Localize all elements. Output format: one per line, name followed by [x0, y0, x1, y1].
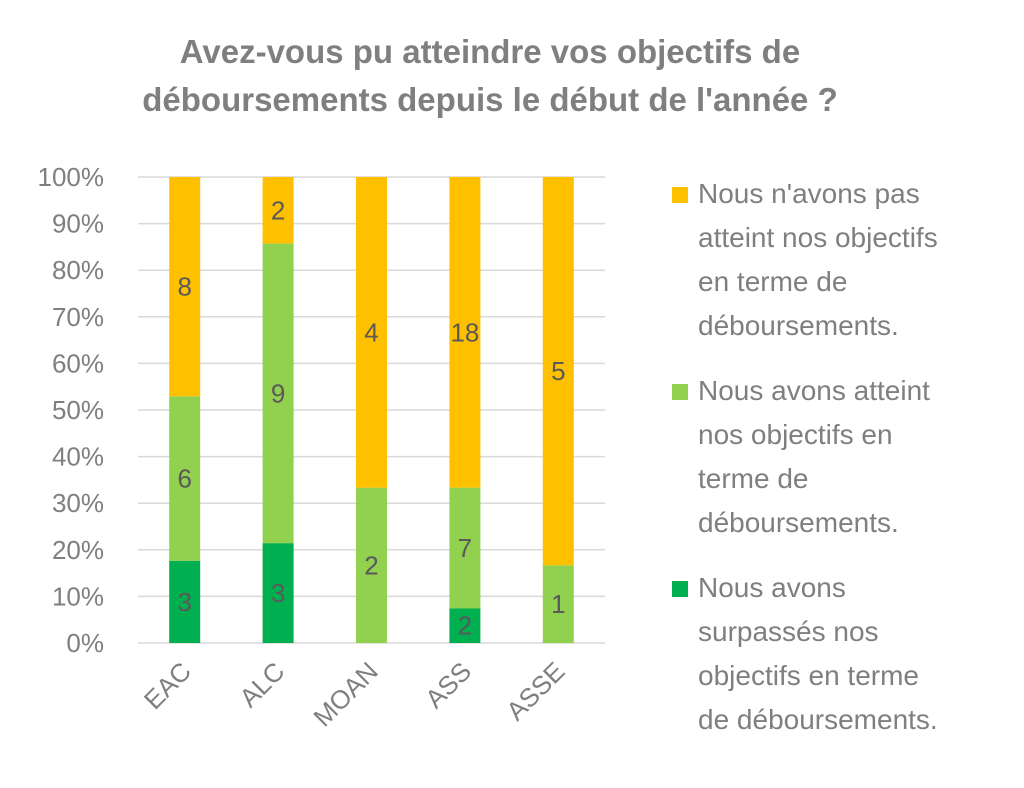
bar-segment: [262, 243, 294, 544]
legend-swatch: [672, 187, 688, 203]
chart-title-line-2: déboursements depuis le début de l'année…: [142, 81, 838, 118]
data-label: 2: [271, 195, 285, 225]
bar-segment: [262, 543, 294, 643]
x-category-label: ASS: [419, 656, 477, 714]
data-label: 9: [271, 378, 285, 408]
bar-segment: [169, 396, 201, 561]
bar-segment: [356, 487, 387, 643]
data-label: 7: [458, 533, 472, 563]
bar-segment: [356, 177, 387, 488]
data-label: 6: [177, 464, 191, 494]
bar-segment: [449, 487, 481, 609]
y-tick-label: 30%: [52, 488, 104, 518]
bar-segment: [449, 177, 481, 488]
y-tick-label: 40%: [52, 442, 104, 472]
bar-segment: [542, 177, 574, 566]
y-tick-label: 80%: [52, 255, 104, 285]
legend-swatch: [672, 581, 688, 597]
data-label: 2: [458, 611, 472, 641]
legend-item: Nous avons atteint nos objectifs en terme …: [672, 369, 1012, 545]
chart-title-line-1: Avez-vous pu atteindre vos objectifs de: [179, 33, 801, 70]
data-label: 4: [364, 317, 378, 347]
y-tick-label: 10%: [52, 581, 104, 611]
data-label: 18: [450, 317, 479, 347]
legend-item: Nous n'avons pas atteint nos objectifs en …: [672, 172, 1012, 348]
x-category-label: ALC: [233, 656, 290, 713]
y-tick-label: 90%: [52, 209, 104, 239]
legend: Nous n'avons pas atteint nos objectifs en …: [672, 172, 1012, 763]
x-category-label: ASSE: [500, 656, 570, 726]
chart-title: Avez-vous pu atteindre vos objectifs de …: [60, 28, 920, 124]
data-label: 3: [177, 587, 191, 617]
legend-label: Nous n'avons pas atteint nos objectifs en …: [698, 178, 938, 341]
y-tick-label: 100%: [38, 162, 105, 192]
data-label: 3: [271, 578, 285, 608]
data-label: 5: [551, 356, 565, 386]
y-tick-label: 70%: [52, 302, 104, 332]
y-tick-label: 20%: [52, 535, 104, 565]
legend-label: Nous avons surpassés nos objectifs en term…: [698, 572, 938, 735]
bar-segment: [262, 177, 294, 244]
y-tick-label: 50%: [52, 395, 104, 425]
legend-swatch: [672, 384, 688, 400]
data-label: 2: [364, 550, 378, 580]
data-label: 1: [551, 589, 565, 619]
y-tick-label: 0%: [66, 628, 104, 658]
legend-label: Nous avons atteint nos objectifs en terme …: [698, 375, 930, 538]
bar-segment: [542, 565, 574, 643]
bar-segment: [169, 560, 201, 643]
bar-segment: [169, 177, 201, 397]
legend-item: Nous avons surpassés nos objectifs en term…: [672, 566, 1012, 742]
bar-segment: [449, 608, 481, 643]
x-category-label: MOAN: [307, 656, 383, 732]
x-category-label: EAC: [138, 656, 197, 715]
data-label: 8: [177, 272, 191, 302]
y-tick-label: 60%: [52, 348, 104, 378]
